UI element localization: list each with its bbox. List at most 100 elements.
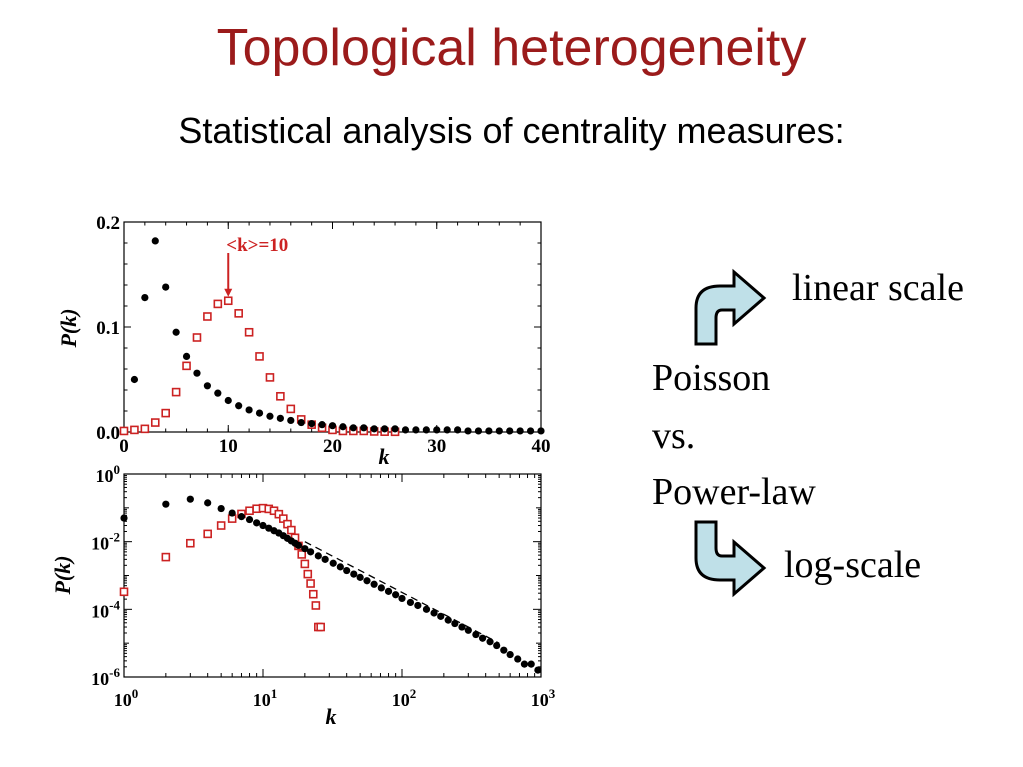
powerlaw-point xyxy=(422,605,431,613)
annotation-arrowhead xyxy=(224,288,233,297)
powerlaw-point xyxy=(204,499,212,507)
log-plot-frame xyxy=(123,473,542,678)
powerlaw-point xyxy=(186,495,194,503)
linear-chart: 0 10 20 30 40 0.0 0.1 0.2 k P(k) <k>=10 xyxy=(56,213,551,469)
powerlaw-point xyxy=(527,660,535,668)
powerlaw-point xyxy=(172,328,180,336)
powerlaw-point xyxy=(506,427,514,435)
powerlaw-point xyxy=(437,612,445,620)
poisson-point xyxy=(316,622,325,632)
powerlaw-point xyxy=(224,396,232,405)
annotation-mean-degree: <k>=10 xyxy=(226,235,288,256)
poisson-point xyxy=(286,404,296,414)
y-tick-label: 10-6 xyxy=(91,665,120,689)
powerlaw-point xyxy=(130,375,139,384)
powerlaw-point xyxy=(328,422,337,430)
poisson-point xyxy=(308,589,318,599)
powerlaw-point xyxy=(433,426,441,434)
powerlaw-point xyxy=(228,509,236,517)
powerlaw-point xyxy=(464,427,472,435)
powerlaw-point xyxy=(259,521,267,530)
powerlaw-point xyxy=(534,666,542,674)
powerlaw-point xyxy=(276,414,284,422)
powerlaw-point xyxy=(381,425,389,433)
x-tick-label: 0 xyxy=(119,436,129,457)
powerlaw-point xyxy=(301,545,309,553)
powerlaw-point xyxy=(329,559,337,567)
powerlaw-point xyxy=(203,382,211,390)
powerlaw-point xyxy=(370,425,378,433)
powerlaw-point xyxy=(444,616,452,624)
poisson-point xyxy=(150,418,160,427)
poisson-point xyxy=(130,425,139,435)
linear-plot-frame xyxy=(123,221,542,433)
powerlaw-point xyxy=(339,423,347,431)
powerlaw-point xyxy=(120,514,128,522)
poisson-point xyxy=(203,529,212,539)
x-tick-label: 103 xyxy=(531,686,556,710)
poisson-point xyxy=(303,569,313,579)
poisson-point xyxy=(265,373,275,382)
powerlaw-point xyxy=(349,424,357,432)
powerlaw-point xyxy=(253,519,261,527)
powerlaw-point xyxy=(217,504,225,513)
x-tick-label: 20 xyxy=(323,436,342,457)
comparison-powerlaw: Power-law xyxy=(652,471,816,513)
x-tick-label: 30 xyxy=(427,436,446,457)
y-tick-label: 100 xyxy=(96,462,121,486)
poisson-point xyxy=(306,579,315,588)
powerlaw-point xyxy=(321,555,329,563)
powerlaw-point xyxy=(474,427,483,435)
powerlaw-point xyxy=(377,584,385,592)
powerlaw-point xyxy=(245,515,254,524)
powerlaw-point xyxy=(451,619,459,628)
y-tick-label: 0.2 xyxy=(96,213,120,234)
slide-subtitle: Statistical analysis of centrality measu… xyxy=(178,110,845,151)
powerlaw-point xyxy=(526,427,535,435)
powerlaw-point xyxy=(537,427,545,435)
powerlaw-point xyxy=(514,655,522,663)
powerlaw-point xyxy=(401,426,410,434)
powerlaw-point xyxy=(255,409,264,417)
curved-arrow-down-right-icon xyxy=(694,520,767,598)
poisson-point xyxy=(192,333,202,342)
powerlaw-point xyxy=(384,587,393,595)
poisson-point xyxy=(245,506,254,516)
powerlaw-point xyxy=(245,406,253,414)
poisson-point xyxy=(161,408,170,418)
x-axis-label: k xyxy=(379,444,390,469)
y-tick-label: 10-2 xyxy=(91,530,120,554)
poisson-point xyxy=(186,538,195,548)
powerlaw-point xyxy=(162,283,170,291)
x-tick-label: 100 xyxy=(114,686,139,710)
powerlaw-point xyxy=(237,513,246,521)
powerlaw-point xyxy=(478,634,487,642)
poisson-point xyxy=(119,587,129,597)
powerlaw-point xyxy=(306,548,315,556)
powerlaw-point xyxy=(343,566,351,575)
poisson-point xyxy=(300,559,310,569)
poisson-point xyxy=(274,509,284,519)
powerlaw-point xyxy=(500,646,508,654)
powerlaw-point xyxy=(493,641,501,650)
poisson-point xyxy=(287,525,296,535)
powerlaw-point xyxy=(472,630,480,639)
poisson-point xyxy=(161,552,171,562)
powerlaw-point xyxy=(151,237,159,245)
powerlaw-point xyxy=(360,424,368,432)
y-axis-label: P(k) xyxy=(50,555,75,595)
poisson-point xyxy=(216,521,226,530)
comparison-poisson: Poisson xyxy=(652,357,771,399)
power-law-fit-line xyxy=(304,541,500,644)
x-tick-label: 101 xyxy=(253,686,278,710)
poisson-point xyxy=(171,387,181,397)
poisson-point xyxy=(140,424,150,434)
powerlaw-point xyxy=(294,541,303,549)
powerlaw-point xyxy=(485,427,493,435)
powerlaw-point xyxy=(430,609,438,617)
powerlaw-point xyxy=(287,416,295,425)
powerlaw-point xyxy=(406,598,415,607)
poisson-point xyxy=(297,550,307,559)
powerlaw-point xyxy=(422,426,430,434)
powerlaw-point xyxy=(392,591,400,599)
